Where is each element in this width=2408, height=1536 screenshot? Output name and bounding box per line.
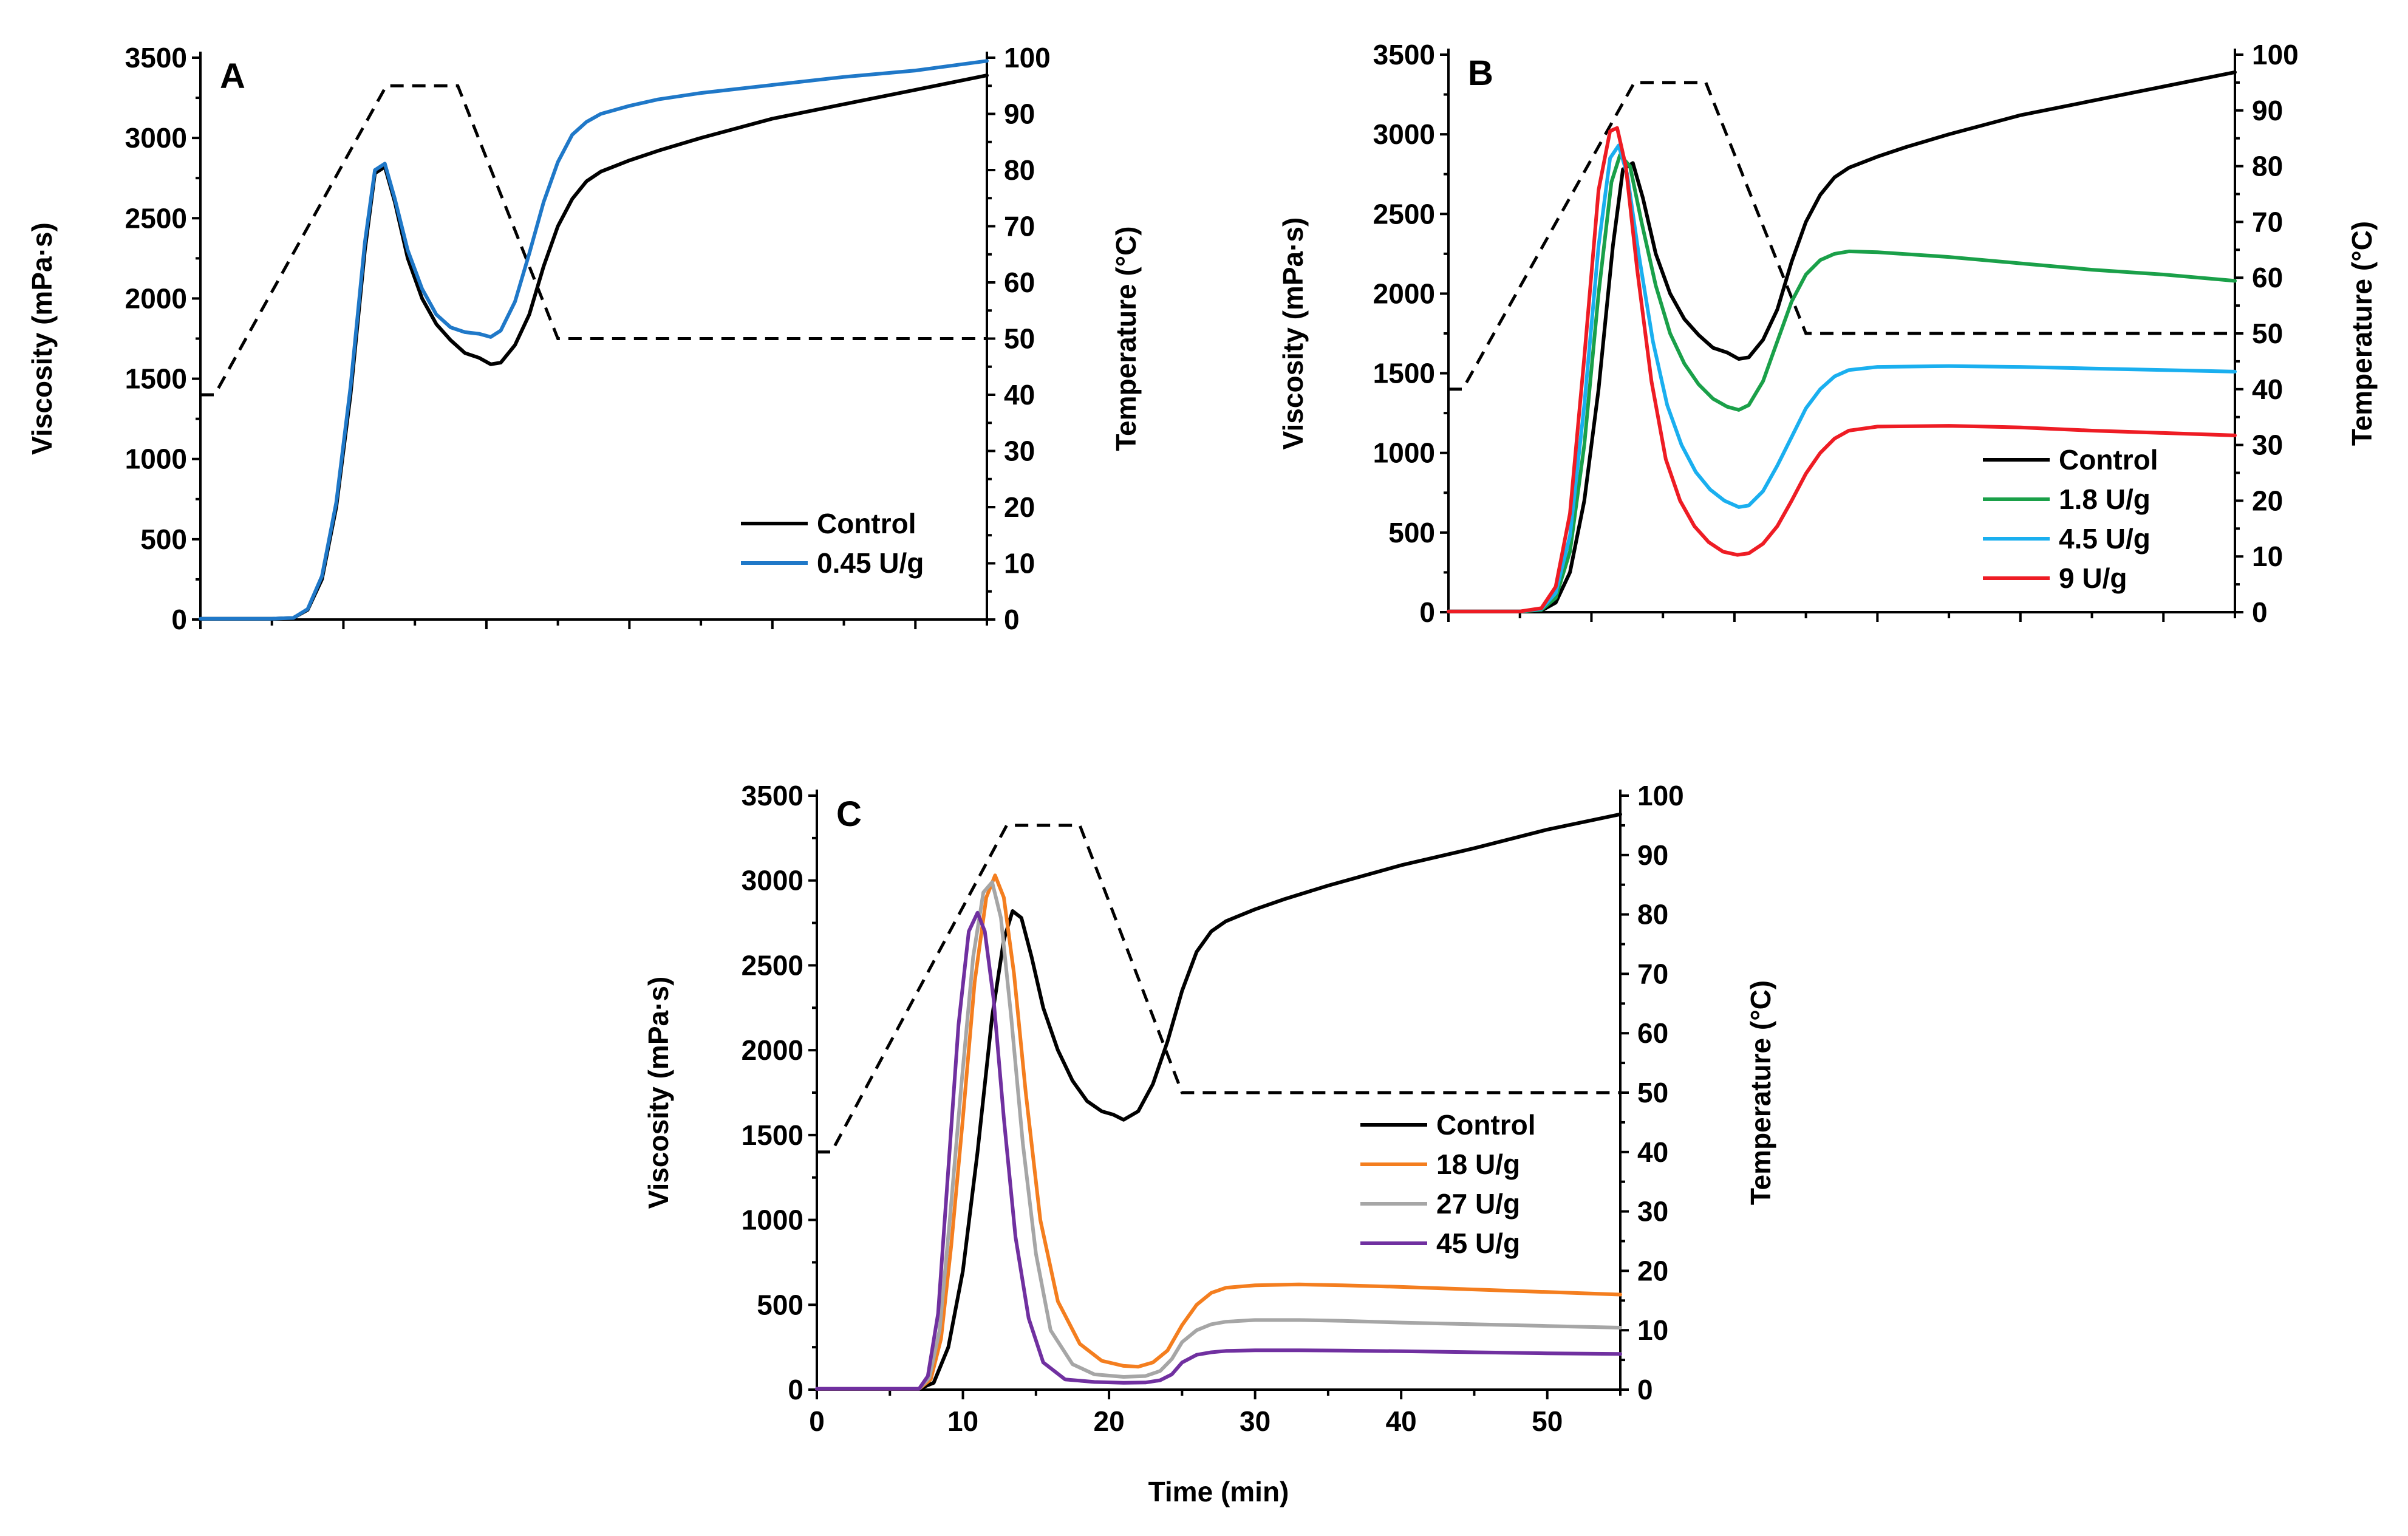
panel-c-y2-tick-label: 90 <box>1637 839 1668 871</box>
panel-a-series-0-45-u-g <box>199 59 989 621</box>
panel-b-y2-tick-label: 0 <box>2252 596 2268 628</box>
panel-a-y2-tick-label: 90 <box>1004 98 1035 130</box>
panel-a-y-tick-label: 3500 <box>125 42 187 73</box>
panel-a-y2-axis-title: Temperature (°C) <box>1110 226 1142 451</box>
panel-b-legend-label: 1.8 U/g <box>2059 483 2150 515</box>
panel-c-y-tick-label: 0 <box>788 1374 803 1405</box>
panel-c-x-tick-label: 0 <box>809 1405 825 1437</box>
panel-a-y-tick-label: 0 <box>171 604 187 635</box>
panel-b-legend-label: 9 U/g <box>2059 562 2127 594</box>
panel-c-y-tick-label: 1000 <box>742 1204 803 1236</box>
panel-b-y2-tick-label: 80 <box>2252 151 2283 182</box>
panel-b-series-4-5-u-g <box>1447 143 2237 613</box>
panel-a-y-tick-label: 3000 <box>125 122 187 154</box>
panel-a-y2-tick-label: 20 <box>1004 491 1035 523</box>
panel-c-series-45-u-g <box>815 910 1622 1391</box>
panel-a-y2-tick-label: 30 <box>1004 435 1035 467</box>
panel-c-series-control <box>815 812 1622 1391</box>
panel-c-y-tick-label: 3000 <box>742 865 803 896</box>
panel-c-y2-axis-title: Temperature (°C) <box>1745 980 1776 1205</box>
panel-c-y2-tick-label: 50 <box>1637 1077 1668 1108</box>
panel-c-y-axis-title: Viscosity (mPa·s) <box>643 977 674 1209</box>
panel-c-legend-label: 27 U/g <box>1436 1188 1520 1220</box>
panel-c-series-18-u-g <box>815 873 1622 1391</box>
panel-b-temperature-line <box>1448 81 2235 391</box>
panel-a-y2-tick-label: 80 <box>1004 154 1035 186</box>
panel-c-series-27-u-g <box>815 880 1622 1391</box>
panel-b-y-tick-label: 2000 <box>1373 278 1435 309</box>
panel-b-y2-tick-label: 30 <box>2252 429 2283 461</box>
panel-b-series-9-u-g <box>1447 126 2237 613</box>
panel-c-x-tick-label: 10 <box>947 1405 978 1437</box>
panel-b-y-tick-label: 2500 <box>1373 198 1435 230</box>
panel-b-y2-tick-label: 10 <box>2252 541 2283 572</box>
panel-c-y-tick-label: 500 <box>757 1289 803 1320</box>
panel-b-legend-label: 4.5 U/g <box>2059 523 2150 555</box>
panel-b-y-tick-label: 0 <box>1419 596 1435 628</box>
panel-a-y-tick-label: 1500 <box>125 363 187 395</box>
panel-c-y-tick-label: 2000 <box>742 1034 803 1066</box>
panel-c-y2-tick-label: 20 <box>1637 1255 1668 1286</box>
panel-a-temperature-line <box>200 84 987 397</box>
panel-a-legend-label: 0.45 U/g <box>817 547 924 579</box>
panel-c-y2-tick-label: 70 <box>1637 958 1668 989</box>
panel-a-y2-tick-label: 0 <box>1004 604 1020 635</box>
panel-c-y2-tick-label: 60 <box>1637 1017 1668 1049</box>
panel-b-legend-label: Control <box>2059 444 2158 476</box>
panel-a-y2-tick-label: 60 <box>1004 267 1035 298</box>
panel-b-y2-axis-title: Temperature (°C) <box>2346 221 2378 446</box>
panel-c-x-tick-label: 20 <box>1094 1405 1125 1437</box>
panel-a-letter: A <box>220 56 245 96</box>
panel-a-legend-label: Control <box>817 508 916 539</box>
panel-a-y2-tick-label: 70 <box>1004 211 1035 242</box>
panel-c-letter: C <box>836 794 862 834</box>
panel-a: 0 500 1000 1500 2000 2500 3000 3500 0 10 20 30 40 50 6… <box>26 42 1142 635</box>
panel-a-y-tick-label: 2000 <box>125 282 187 314</box>
panel-c-y-tick-label: 3500 <box>742 780 803 811</box>
panel-b-y2-tick-label: 50 <box>2252 318 2283 349</box>
panel-c-legend-label: 18 U/g <box>1436 1149 1520 1180</box>
panel-b-y2-tick-label: 40 <box>2252 374 2283 405</box>
panel-b-letter: B <box>1468 53 1493 93</box>
panel-c-legend-label: Control <box>1436 1109 1536 1141</box>
panel-a-y2-tick-label: 40 <box>1004 379 1035 411</box>
panel-b-y2-tick-label: 100 <box>2252 39 2299 70</box>
panel-a-y-tick-label: 2500 <box>125 202 187 234</box>
panel-c-y2-tick-label: 80 <box>1637 899 1668 930</box>
panel-b-y-tick-label: 3000 <box>1373 118 1435 150</box>
panel-c-y2-tick-label: 40 <box>1637 1136 1668 1168</box>
panel-c: 0500100015002000250030003500010203040506… <box>643 780 1776 1507</box>
panel-c-y-tick-label: 1500 <box>742 1119 803 1151</box>
panel-c-temperature-line <box>817 824 1620 1154</box>
panel-a-y2-tick-label: 50 <box>1004 323 1035 355</box>
panel-a-y2-tick-label: 100 <box>1004 42 1051 73</box>
panel-b-y2-tick-label: 90 <box>2252 95 2283 126</box>
panel-b-series-control <box>1447 70 2237 613</box>
panel-c-y2-tick-label: 10 <box>1637 1314 1668 1346</box>
panel-a-y-axis-title: Viscosity (mPa·s) <box>26 222 58 455</box>
panel-a-y-tick-label: 1000 <box>125 443 187 475</box>
panel-c-y-tick-label: 2500 <box>742 949 803 981</box>
panel-c-x-axis-title: Time (min) <box>1148 1476 1289 1507</box>
panel-b-y-tick-label: 3500 <box>1373 39 1435 70</box>
panel-b-y2-tick-label: 60 <box>2252 262 2283 293</box>
panel-c-y2-tick-label: 0 <box>1637 1374 1653 1405</box>
panel-b: 0 500 1000 1500 2000 2500 3000 3500 0 10 20 30 40 50 6… <box>1277 39 2378 628</box>
panel-c-legend-label: 45 U/g <box>1436 1227 1520 1259</box>
panel-a-y-tick-label: 500 <box>140 524 187 555</box>
panel-a-y2-tick-label: 10 <box>1004 548 1035 579</box>
panel-b-y-tick-label: 500 <box>1388 517 1435 548</box>
panel-c-y2-tick-label: 30 <box>1637 1196 1668 1227</box>
panel-b-y2-tick-label: 20 <box>2252 485 2283 516</box>
panel-b-y-axis-title: Viscosity (mPa·s) <box>1277 217 1309 450</box>
panel-b-y-tick-label: 1500 <box>1373 358 1435 389</box>
panel-b-series-1-8-u-g <box>1447 153 2237 613</box>
panel-c-x-tick-label: 30 <box>1240 1405 1271 1437</box>
panel-c-x-tick-label: 40 <box>1386 1405 1417 1437</box>
panel-b-y2-tick-label: 70 <box>2252 206 2283 237</box>
panel-c-x-tick-label: 50 <box>1532 1405 1563 1437</box>
panel-c-y2-tick-label: 100 <box>1637 780 1684 811</box>
panel-b-y-tick-label: 1000 <box>1373 437 1435 469</box>
